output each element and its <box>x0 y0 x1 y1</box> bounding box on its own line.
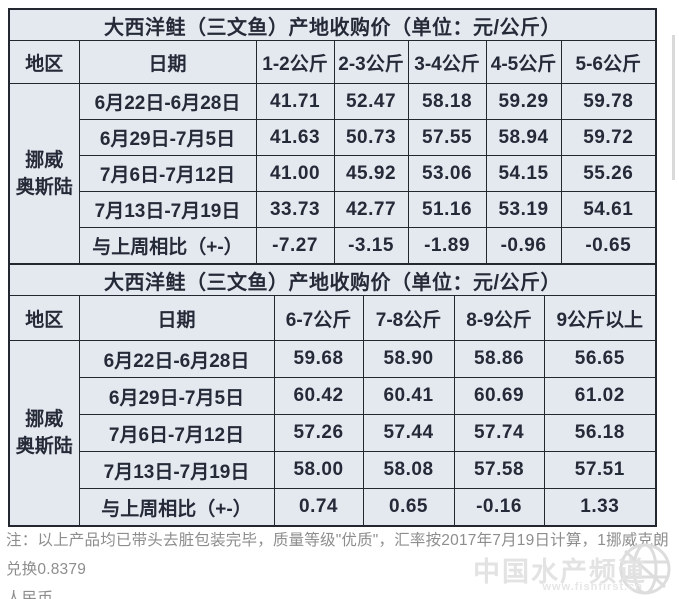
change-cell: 1.33 <box>543 488 657 527</box>
date-cell: 6月29日-7月5日 <box>78 119 257 156</box>
region-cell: 挪威 奥斯陆 <box>8 340 80 527</box>
watermark-url: www.fishfirst.cn <box>542 581 643 593</box>
price-cell: 57.26 <box>273 414 364 452</box>
watermark: 中国水产频道 www.fishfirst.cn <box>458 541 673 597</box>
watermark-title: 中国水产频道 <box>473 557 647 587</box>
price-cell: 53.19 <box>485 191 562 228</box>
weight-header: 4-5公斤 <box>485 40 562 84</box>
weight-header: 2-3公斤 <box>333 40 409 84</box>
weight-header: 9公斤以上 <box>543 295 657 341</box>
change-cell: -1.89 <box>407 227 487 265</box>
price-cell: 56.18 <box>543 414 657 452</box>
price-cell: 51.16 <box>407 191 487 228</box>
price-cell: 56.65 <box>543 340 657 378</box>
date-header: 日期 <box>78 295 275 341</box>
change-label-cell: 与上周相比（+-） <box>78 227 257 265</box>
date-cell: 6月29日-7月5日 <box>78 377 275 415</box>
change-cell: 0.74 <box>273 488 364 527</box>
region-header: 地区 <box>8 40 80 84</box>
date-cell: 7月6日-7月12日 <box>78 414 275 452</box>
date-cell: 6月22日-6月28日 <box>78 83 257 120</box>
footnote-line: 人民币 <box>6 590 54 599</box>
price-cell: 41.63 <box>255 119 335 156</box>
date-cell: 6月22日-6月28日 <box>78 340 275 378</box>
price-cell: 58.00 <box>273 451 364 489</box>
price-cell: 59.72 <box>560 119 657 156</box>
price-cell: 60.69 <box>453 377 545 415</box>
price-table-lower: 大西洋鲑（三文鱼）产地收购价（单位：元/公斤） 地区 日期 6-7公斤 7-8公… <box>8 263 658 527</box>
change-label-cell: 与上周相比（+-） <box>78 488 275 527</box>
region-line: 奥斯陆 <box>15 436 73 457</box>
weight-header: 7-8公斤 <box>362 295 455 341</box>
price-cell: 53.06 <box>407 155 487 192</box>
change-cell: -3.15 <box>333 227 409 265</box>
price-cell: 41.00 <box>255 155 335 192</box>
price-cell: 59.29 <box>485 83 562 120</box>
change-cell: -7.27 <box>255 227 335 265</box>
table-title: 大西洋鲑（三文鱼）产地收购价（单位：元/公斤） <box>8 263 657 296</box>
price-cell: 57.58 <box>453 451 545 489</box>
price-cell: 55.26 <box>560 155 657 192</box>
weight-header: 6-7公斤 <box>273 295 364 341</box>
footnote: 注：以上产品均已带头去脏包装完毕，质量等级"优质"，汇率按2017年7月19日计… <box>6 526 678 599</box>
price-cell: 57.44 <box>362 414 455 452</box>
price-cell: 59.78 <box>560 83 657 120</box>
change-cell: 0.65 <box>362 488 455 527</box>
price-cell: 42.77 <box>333 191 409 228</box>
date-cell: 7月13日-7月19日 <box>78 451 275 489</box>
price-cell: 59.68 <box>273 340 364 378</box>
table-title: 大西洋鲑（三文鱼）产地收购价（单位：元/公斤） <box>8 8 657 41</box>
price-cell: 45.92 <box>333 155 409 192</box>
price-cell: 57.55 <box>407 119 487 156</box>
price-cell: 54.15 <box>485 155 562 192</box>
price-cell: 57.74 <box>453 414 545 452</box>
weight-header: 5-6公斤 <box>560 40 657 84</box>
weight-header: 8-9公斤 <box>453 295 545 341</box>
date-cell: 7月13日-7月19日 <box>78 191 257 228</box>
price-cell: 58.18 <box>407 83 487 120</box>
globe-icon <box>619 543 671 595</box>
price-cell: 41.71 <box>255 83 335 120</box>
price-cell: 60.41 <box>362 377 455 415</box>
price-cell: 54.61 <box>560 191 657 228</box>
change-cell: -0.96 <box>485 227 562 265</box>
price-cell: 61.02 <box>543 377 657 415</box>
region-cell: 挪威 奥斯陆 <box>8 83 80 265</box>
change-cell: -0.16 <box>453 488 545 527</box>
price-cell: 60.42 <box>273 377 364 415</box>
price-cell: 52.47 <box>333 83 409 120</box>
date-header: 日期 <box>78 40 257 84</box>
region-line: 挪威 <box>25 149 64 171</box>
footnote-line: 注：以上产品均已带头去脏包装完毕，质量等级"优质"，汇率按2017年7月19日计… <box>6 532 669 578</box>
price-cell: 33.73 <box>255 191 335 228</box>
weight-header: 3-4公斤 <box>407 40 487 84</box>
price-cell: 50.73 <box>333 119 409 156</box>
price-cell: 58.94 <box>485 119 562 156</box>
price-cell: 58.90 <box>362 340 455 378</box>
weight-header: 1-2公斤 <box>255 40 335 84</box>
right-edge-line <box>672 35 675 180</box>
region-header: 地区 <box>8 295 80 341</box>
change-cell: -0.65 <box>560 227 657 265</box>
region-line: 奥斯陆 <box>15 176 73 198</box>
price-cell: 57.51 <box>543 451 657 489</box>
date-cell: 7月6日-7月12日 <box>78 155 257 192</box>
price-cell: 58.08 <box>362 451 455 489</box>
price-table-upper: 大西洋鲑（三文鱼）产地收购价（单位：元/公斤） 地区 日期 1-2公斤 2-3公… <box>8 8 658 265</box>
price-cell: 58.86 <box>453 340 545 378</box>
region-line: 挪威 <box>25 409 64 430</box>
